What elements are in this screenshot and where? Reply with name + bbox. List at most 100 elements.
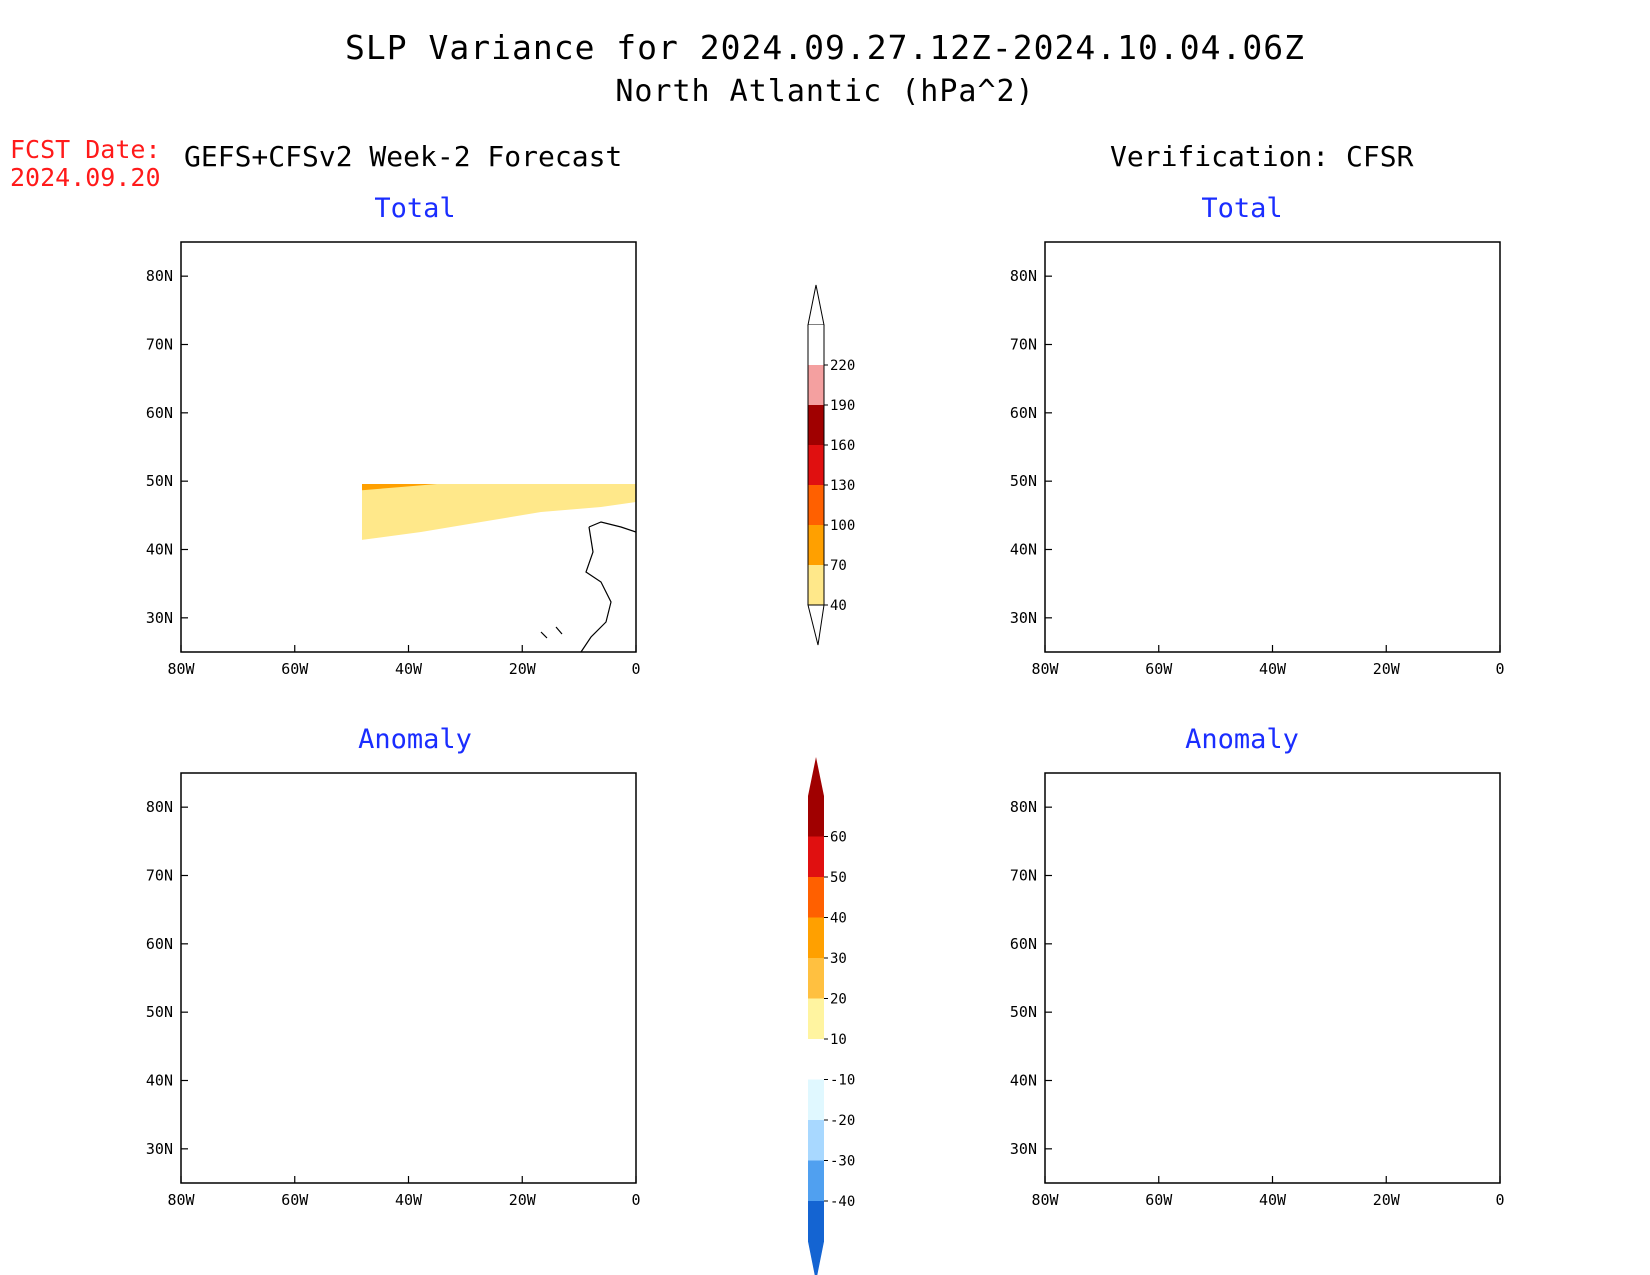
colorbar-label: 160 — [830, 438, 855, 454]
lat-tick-label: 70N — [1010, 336, 1037, 354]
lat-tick-label: 30N — [146, 609, 173, 627]
lon-tick-label: 0 — [1495, 660, 1504, 678]
colorbar-swatch — [808, 1039, 824, 1080]
contour-100-130 — [1180, 277, 1295, 342]
contour-20-30 — [1215, 1031, 1231, 1045]
contour-above-60 — [1350, 983, 1500, 1023]
contour-20-30 — [1270, 865, 1295, 883]
contour-minus30-minus40 — [1045, 773, 1500, 1183]
colorbar-label: -30 — [830, 1154, 855, 1170]
contour-minus10-minus20 — [439, 829, 457, 838]
lat-tick-label: 80N — [146, 267, 173, 285]
map-verification-total — [1044, 241, 1501, 653]
map-forecast-anomaly — [180, 772, 637, 1184]
lat-tick-label: 40N — [1010, 1072, 1037, 1090]
map-frame — [1044, 241, 1501, 653]
fcst-date-label: FCST Date: — [10, 135, 161, 164]
lat-tick-label: 80N — [146, 798, 173, 816]
colorbar-anomaly: 60 50 40 30 20 10 -10 -20 -30 -40 — [808, 757, 855, 1275]
colorbar-label: -20 — [830, 1113, 855, 1129]
colorbar-label: 10 — [830, 1032, 847, 1048]
lon-tick-label: 60W — [1145, 660, 1173, 678]
colorbar-swatch — [808, 1201, 824, 1242]
contour-70-100 — [1045, 387, 1080, 457]
contour-10-20 — [1110, 865, 1185, 883]
contour-near-zero — [1045, 1033, 1500, 1183]
map-verification-anomaly — [1044, 772, 1501, 1184]
contour-190-220 — [1393, 472, 1415, 480]
colorbar-bottom-cap — [807, 604, 825, 646]
colorbar-label: 20 — [830, 992, 847, 1008]
contour-above-60 — [1265, 1061, 1279, 1073]
contour-70-100 — [1465, 347, 1500, 377]
lon-tick-label: 80W — [167, 1191, 195, 1209]
lat-tick-label: 60N — [146, 935, 173, 953]
lon-tick-label: 0 — [631, 660, 640, 678]
colorbar-label: 60 — [830, 830, 847, 846]
panel-title-forecast-anomaly: Anomaly — [358, 724, 472, 755]
lon-tick-label: 40W — [395, 660, 423, 678]
lon-tick-label: 80W — [1031, 660, 1059, 678]
colorbar-top-cap — [808, 757, 824, 796]
lat-tick-label: 30N — [146, 1140, 173, 1158]
contour-40-50 — [1205, 1171, 1219, 1178]
panel-title-forecast-total: Total — [374, 193, 456, 224]
lat-tick-label: 40N — [1010, 541, 1037, 559]
contour-40-70 — [1210, 644, 1220, 650]
lon-tick-label: 60W — [281, 1191, 309, 1209]
contour-70-100 — [1355, 400, 1420, 437]
map-frame — [180, 772, 637, 1184]
lat-tick-label: 80N — [1010, 267, 1037, 285]
lat-tick-label: 40N — [146, 541, 173, 559]
lon-tick-label: 80W — [1031, 1191, 1059, 1209]
colorbar-swatch — [808, 917, 824, 959]
colorbar-swatch — [808, 877, 824, 918]
colorbar-label: 70 — [830, 558, 847, 574]
lat-tick-label: 30N — [1010, 609, 1037, 627]
contour-30-40 — [1340, 971, 1500, 1033]
colorbar-swatch — [808, 325, 824, 365]
contour-below-minus40 — [381, 871, 431, 888]
contour-70-100 — [1335, 437, 1500, 500]
contour-10-20 — [1045, 815, 1110, 853]
lat-tick-label: 30N — [1010, 1140, 1037, 1158]
lon-tick-label: 40W — [1259, 660, 1287, 678]
lat-tick-label: 70N — [146, 336, 173, 354]
colorbar-label: 190 — [830, 398, 855, 414]
contour-below-minus40 — [531, 843, 616, 901]
figure-title: SLP Variance for 2024.09.27.12Z-2024.10.… — [345, 28, 1305, 67]
lon-tick-label: 0 — [631, 1191, 640, 1209]
lat-tick-label: 60N — [1010, 935, 1037, 953]
colorbar-swatch — [808, 565, 824, 605]
contour-20-30 — [1045, 821, 1090, 845]
lon-tick-label: 0 — [1495, 1191, 1504, 1209]
contour-100-130 — [1273, 526, 1285, 538]
contour-minus30-minus40 — [1395, 918, 1470, 948]
panel-title-verification-anomaly: Anomaly — [1185, 724, 1299, 755]
contour-40-70 — [1045, 260, 1320, 474]
lon-tick-label: 40W — [395, 1191, 423, 1209]
contour-minus20-minus30 — [186, 793, 636, 1038]
panel-title-verification-total: Total — [1201, 193, 1283, 224]
lon-tick-label: 60W — [281, 660, 309, 678]
lat-tick-label: 80N — [1010, 798, 1037, 816]
contour-30-40 — [576, 978, 631, 1013]
contour-40-70 — [1435, 267, 1500, 302]
lon-tick-label: 20W — [509, 1191, 537, 1209]
contour-70-100-greenland — [326, 274, 443, 350]
lat-tick-label: 50N — [146, 1003, 173, 1021]
lat-tick-label: 40N — [146, 1072, 173, 1090]
lon-tick-label: 20W — [1373, 660, 1401, 678]
lon-tick-label: 80W — [167, 660, 195, 678]
colorbar-swatch — [808, 958, 824, 999]
colorbar-label: 50 — [830, 870, 847, 886]
contour-minus20-minus30 — [1300, 1055, 1345, 1083]
colorbar-label: 30 — [830, 951, 847, 967]
contour-20-30 — [556, 963, 636, 1023]
colorbar-label: 100 — [830, 518, 855, 534]
verification-column-title: Verification: CFSR — [1110, 140, 1414, 173]
colorbar-label: 130 — [830, 478, 855, 494]
contour-below-minus40 — [1055, 808, 1500, 1068]
map-frame — [1044, 772, 1501, 1184]
